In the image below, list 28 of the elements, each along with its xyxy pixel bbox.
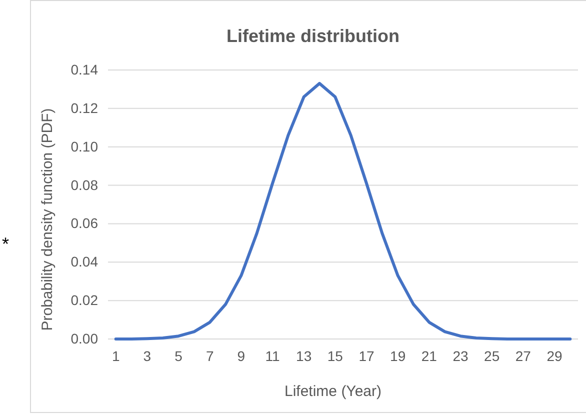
x-tick-label: 19 — [390, 348, 406, 364]
x-tick-label: 7 — [206, 348, 214, 364]
y-tick-label: 0.10 — [70, 138, 98, 154]
text: * — [2, 234, 10, 254]
x-tick-label: 27 — [515, 348, 532, 364]
y-tick-label: 0.06 — [70, 215, 98, 232]
y-tick-label: 0.00 — [70, 330, 98, 346]
x-tick-label: 25 — [484, 348, 500, 364]
x-tick-label: 5 — [174, 348, 183, 364]
chart-title: Lifetime distribution — [226, 26, 400, 46]
y-tick-label: 0.14 — [70, 61, 98, 78]
x-tick-label: 29 — [546, 348, 562, 364]
x-tick-label: 1 — [112, 348, 120, 364]
x-tick-label: 17 — [358, 348, 374, 364]
y-tick-label: 0.08 — [70, 176, 98, 193]
x-tick-label: 23 — [452, 348, 468, 364]
y-tick-label: 0.04 — [70, 254, 98, 270]
y-axis-title: Probability density function (PDF) — [39, 108, 56, 331]
x-tick-label: 15 — [327, 348, 344, 364]
x-tick-label: 13 — [296, 348, 312, 364]
x-tick-label: 3 — [143, 348, 152, 364]
x-tick-label: 9 — [237, 348, 246, 364]
x-tick-label: 11 — [265, 348, 280, 364]
line-series — [114, 82, 572, 340]
y-tick-label: 0.02 — [70, 292, 98, 308]
x-axis-title: Lifetime (Year) — [284, 383, 382, 400]
x-tick-label: 21 — [421, 348, 438, 364]
y-tick-label: 0.12 — [70, 100, 98, 116]
